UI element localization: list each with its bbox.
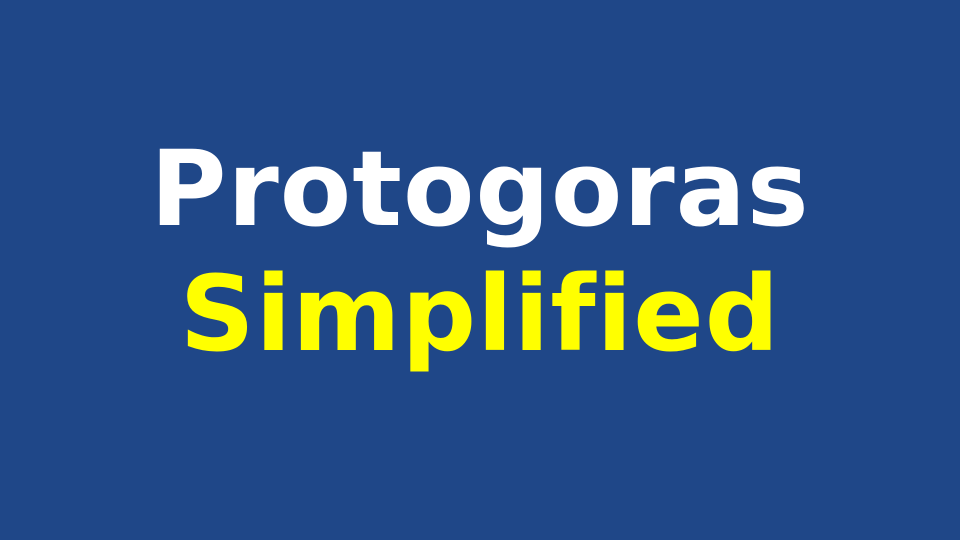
title-line-protogoras: Protogoras — [150, 128, 810, 250]
title-line-simplified: Simplified — [179, 253, 781, 375]
